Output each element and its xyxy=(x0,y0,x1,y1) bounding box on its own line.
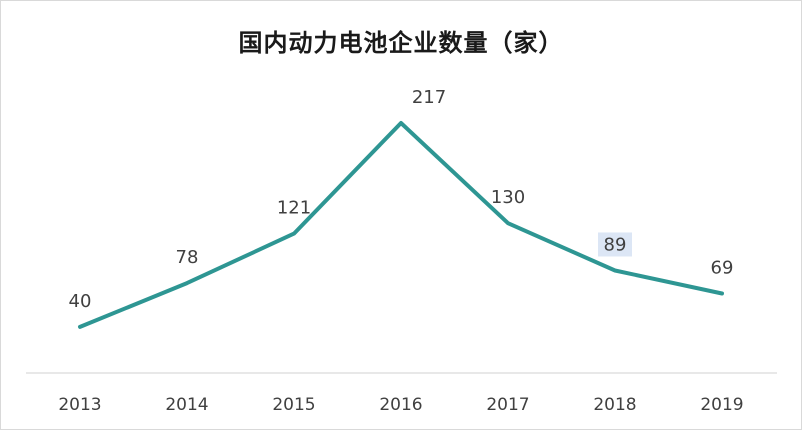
series-line-group xyxy=(78,121,724,329)
x-tick-label: 2016 xyxy=(379,395,422,415)
data-labels: 40 78 121 217 130 89 69 xyxy=(69,87,734,312)
x-tick-label: 2013 xyxy=(58,395,101,415)
x-tick-labels: 2013 2014 2015 2016 2017 2018 2019 xyxy=(58,395,743,415)
series-line xyxy=(78,121,724,329)
chart-title: 国内动力电池企业数量（家） xyxy=(238,29,564,57)
data-label-highlight xyxy=(598,232,632,257)
x-tick-label: 2018 xyxy=(593,395,636,415)
data-label: 78 xyxy=(176,247,199,268)
x-tick-label: 2017 xyxy=(486,395,529,415)
x-tick-label: 2015 xyxy=(272,395,315,415)
data-label: 130 xyxy=(491,187,525,208)
data-label: 69 xyxy=(711,258,734,279)
x-tick-label: 2019 xyxy=(700,395,743,415)
data-label: 121 xyxy=(277,198,311,219)
data-label: 89 xyxy=(604,234,627,255)
data-label: 217 xyxy=(412,87,446,108)
x-tick-label: 2014 xyxy=(165,395,208,415)
data-label: 40 xyxy=(69,291,92,312)
